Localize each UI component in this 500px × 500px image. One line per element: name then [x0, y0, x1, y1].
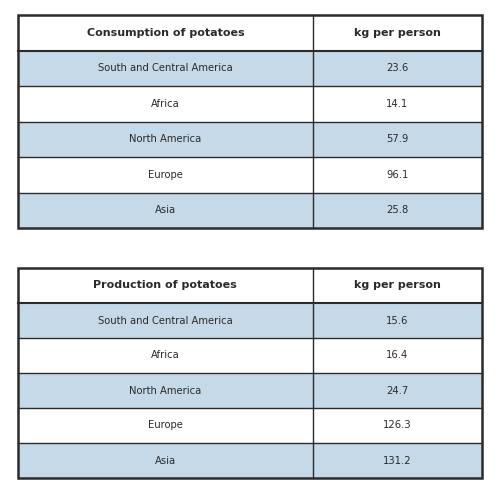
Text: 25.8: 25.8	[386, 205, 408, 215]
Bar	[312, 443, 482, 478]
Bar	[312, 338, 482, 373]
Bar	[18, 268, 482, 303]
Text: Asia: Asia	[155, 456, 176, 466]
Bar	[18, 408, 312, 443]
Text: 23.6: 23.6	[386, 63, 408, 73]
Text: South and Central America: South and Central America	[98, 316, 232, 326]
Bar	[18, 268, 482, 478]
Bar	[18, 157, 312, 192]
Bar	[18, 303, 312, 338]
Bar	[18, 373, 312, 408]
Text: 15.6: 15.6	[386, 316, 408, 326]
Text: Europe: Europe	[148, 170, 183, 180]
Text: North America: North America	[129, 134, 202, 144]
Bar	[18, 86, 312, 122]
Bar	[312, 122, 482, 157]
Bar	[18, 192, 312, 228]
Bar	[312, 303, 482, 338]
Text: South and Central America: South and Central America	[98, 63, 232, 73]
Text: 14.1: 14.1	[386, 99, 408, 109]
Bar	[18, 50, 312, 86]
Text: 57.9: 57.9	[386, 134, 408, 144]
Text: 126.3: 126.3	[383, 420, 412, 430]
Bar	[18, 122, 312, 157]
Text: 16.4: 16.4	[386, 350, 408, 360]
Text: 24.7: 24.7	[386, 386, 408, 396]
Text: kg per person: kg per person	[354, 280, 441, 290]
Text: 131.2: 131.2	[383, 456, 412, 466]
Bar	[18, 443, 312, 478]
Bar	[312, 408, 482, 443]
Bar	[18, 15, 482, 51]
Bar	[18, 15, 482, 228]
Text: Consumption of potatoes: Consumption of potatoes	[86, 28, 244, 38]
Text: Europe: Europe	[148, 420, 183, 430]
Bar	[312, 86, 482, 122]
Text: Asia: Asia	[155, 205, 176, 215]
Text: Africa: Africa	[151, 99, 180, 109]
Text: Production of potatoes: Production of potatoes	[94, 280, 237, 290]
Text: 96.1: 96.1	[386, 170, 408, 180]
Text: kg per person: kg per person	[354, 28, 441, 38]
Text: Africa: Africa	[151, 350, 180, 360]
Bar	[312, 192, 482, 228]
Bar	[312, 50, 482, 86]
Bar	[312, 373, 482, 408]
Bar	[18, 338, 312, 373]
Text: North America: North America	[129, 386, 202, 396]
Bar	[312, 157, 482, 192]
